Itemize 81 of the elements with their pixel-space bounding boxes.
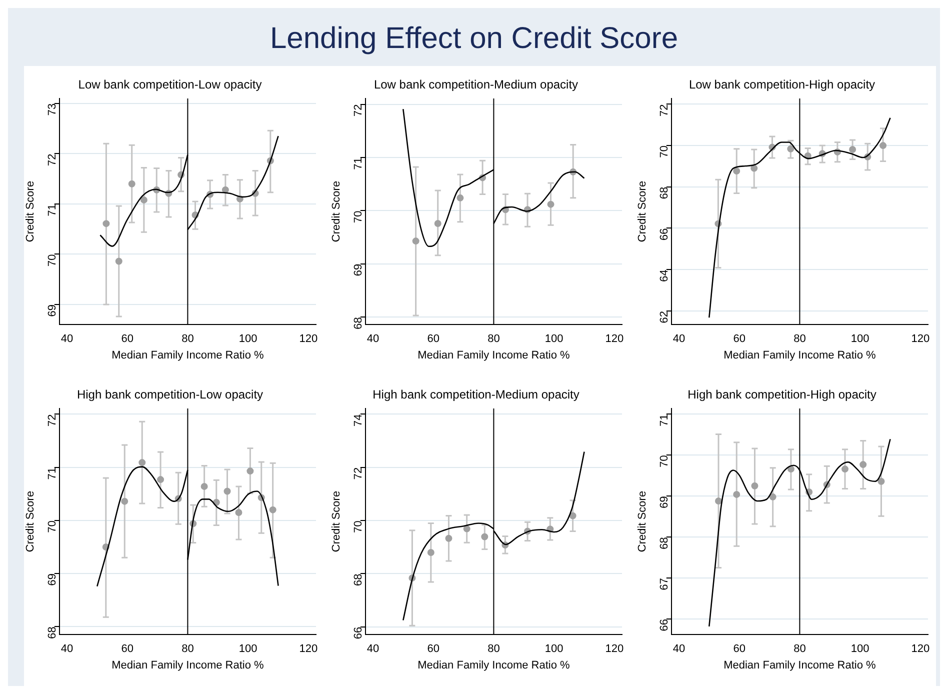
x-tick-label: 60 [733, 643, 746, 656]
x-axis-title: Median Family Income Ratio % [724, 659, 876, 672]
x-tick-label: 100 [544, 333, 564, 346]
chart-title: High bank competition-Low opacity [76, 388, 264, 402]
x-tick-label: 60 [733, 333, 746, 346]
y-tick-label: 70 [46, 520, 58, 533]
y-tick-label: 71 [352, 157, 364, 170]
chart-title: High bank competition-Medium opacity [372, 388, 580, 402]
x-tick-label: 120 [911, 643, 930, 656]
y-tick-label: 68 [352, 574, 364, 586]
y-tick-label: 70 [352, 210, 364, 223]
x-tick-label: 80 [794, 643, 806, 656]
text: Lending Effect on Credit Score [268, 21, 680, 57]
x-tick-label: 120 [911, 333, 930, 346]
y-tick-label: 68 [46, 626, 58, 639]
y-tick-label: 70 [658, 146, 670, 158]
x-tick-label: 80 [794, 333, 806, 346]
y-tick-label: 72 [352, 467, 364, 480]
y-tick-label: 71 [46, 204, 58, 216]
x-tick-label: 120 [605, 643, 624, 656]
y-tick-label: 70 [46, 254, 58, 266]
y-tick-label: 70 [658, 455, 670, 468]
y-tick-label: 68 [658, 186, 670, 200]
x-tick-label: 40 [60, 643, 74, 656]
x-tick-label: 40 [672, 643, 686, 656]
x-tick-label: 80 [488, 643, 500, 656]
x-tick-label: 40 [60, 333, 74, 346]
x-tick-label: 40 [366, 643, 380, 656]
x-tick-label: 80 [182, 643, 194, 656]
x-axis-title: Median Family Income Ratio % [112, 349, 264, 362]
y-tick-label: 66 [658, 619, 670, 632]
y-tick-label: 69 [352, 264, 364, 276]
y-tick-label: 64 [658, 270, 670, 282]
y-tick-label: 71 [46, 467, 58, 480]
y-tick-label: 72 [658, 104, 670, 116]
y-tick-label: 66 [658, 228, 670, 240]
chart-title: Low bank competition-Medium opacity [374, 78, 578, 92]
y-axis-title: Credit Score [24, 490, 37, 552]
x-tick-label: 80 [488, 333, 500, 346]
x-tick-label: 60 [121, 333, 134, 346]
chart-title: Low bank competition-High opacity [688, 78, 876, 92]
y-tick-label: 67 [658, 578, 670, 590]
x-tick-label: 120 [299, 643, 318, 656]
y-tick-label: 69 [46, 304, 58, 317]
y-tick-label: 68 [352, 317, 364, 330]
x-tick-label: 60 [427, 333, 440, 346]
chart-title: High bank competition-High opacity [688, 388, 876, 402]
x-axis-title: Median Family Income Ratio % [724, 349, 876, 362]
y-axis-title: Credit Score [330, 180, 343, 242]
chart-title: Low bank competition-Low opacity [78, 78, 262, 92]
x-tick-label: 100 [544, 643, 564, 656]
x-axis-title: Median Family Income Ratio % [418, 659, 570, 672]
y-tick-label: 68 [658, 537, 670, 550]
x-tick-label: 60 [427, 643, 440, 656]
x-tick-label: 100 [238, 333, 258, 346]
y-tick-label: 72 [46, 414, 58, 426]
y-tick-label: 62 [658, 310, 670, 324]
y-tick-label: 73 [46, 103, 58, 116]
y-axis-title: Credit Score [24, 180, 37, 242]
x-tick-label: 100 [850, 643, 870, 656]
x-tick-label: 40 [672, 333, 686, 346]
y-axis-title: Credit Score [636, 490, 649, 552]
x-tick-label: 120 [299, 333, 318, 346]
y-axis-title: Credit Score [636, 180, 649, 242]
y-axis-title: Credit Score [330, 490, 343, 552]
y-tick-label: 72 [352, 104, 364, 117]
x-tick-label: 80 [182, 333, 194, 346]
x-axis-title: Median Family Income Ratio % [418, 349, 570, 362]
x-axis-title: Median Family Income Ratio % [112, 659, 264, 672]
x-tick-label: 40 [366, 333, 380, 346]
y-tick-label: 70 [352, 520, 364, 533]
y-tick-label: 74 [352, 414, 364, 426]
y-tick-label: 69 [46, 574, 58, 586]
y-tick-label: 72 [46, 154, 58, 166]
x-tick-label: 120 [605, 333, 624, 346]
y-tick-label: 71 [658, 414, 670, 426]
y-tick-label: 69 [658, 496, 670, 508]
y-tick-label: 66 [352, 626, 364, 640]
x-tick-label: 100 [850, 333, 870, 346]
x-tick-label: 100 [238, 643, 258, 656]
x-tick-label: 60 [121, 643, 134, 656]
